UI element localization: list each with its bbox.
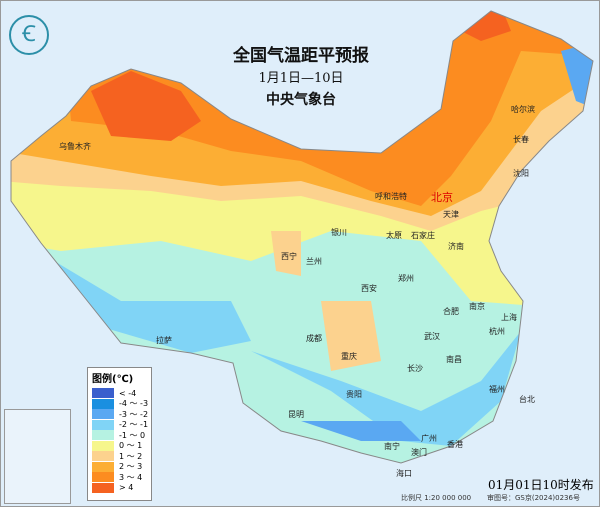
city-label: 呼和浩特 <box>375 192 407 201</box>
legend-label: 0 ～ 1 <box>119 441 143 451</box>
map-period: 1月1日—10日 <box>258 71 344 86</box>
city-label: 西安 <box>361 284 377 293</box>
legend-item: > 4 <box>92 482 151 494</box>
legend-item: 2 ～ 3 <box>92 461 151 473</box>
city-label: 太原 <box>386 231 402 240</box>
legend-item: 0 ～ 1 <box>92 440 151 452</box>
city-label: 乌鲁木齐 <box>59 142 91 151</box>
city-label: 天津 <box>443 210 459 219</box>
city-label: 贵阳 <box>346 390 362 399</box>
city-label: 长春 <box>513 135 529 144</box>
legend-swatch <box>92 482 114 493</box>
city-label: 昆明 <box>288 410 304 419</box>
legend-label: 1 ～ 2 <box>119 451 143 461</box>
map-issuer: 中央气象台 <box>266 92 336 108</box>
city-label: 北京 <box>431 191 453 204</box>
city-label: 上海 <box>501 313 517 322</box>
legend-swatch <box>92 419 114 430</box>
legend-swatch <box>92 461 114 472</box>
city-label: 兰州 <box>306 257 322 266</box>
legend-swatch <box>92 451 114 462</box>
city-label: 哈尔滨 <box>511 105 535 114</box>
legend-item: -3 ～ -2 <box>92 409 151 420</box>
city-label: 石家庄 <box>411 231 435 240</box>
legend-swatch <box>92 440 114 451</box>
city-label: 香港 <box>447 440 463 449</box>
city-label: 福州 <box>489 385 505 394</box>
legend-item: -2 ～ -1 <box>92 419 151 431</box>
city-label: 西宁 <box>281 252 297 261</box>
map-review-number: 审图号：GS京(2024)0236号 <box>487 494 580 502</box>
legend-swatch <box>92 398 114 409</box>
map-title: 全国气温距平预报 <box>233 46 369 66</box>
legend-label: -1 ～ 0 <box>119 430 146 440</box>
legend-title: 图例(℃) <box>92 374 134 385</box>
city-label: 拉萨 <box>156 336 172 345</box>
issue-time: 01月01日10时发布 <box>488 478 594 492</box>
city-label: 澳门 <box>411 448 427 457</box>
city-label: 南京 <box>469 302 485 311</box>
city-label: 济南 <box>448 242 464 251</box>
map-scale: 比例尺 1:20 000 000 <box>401 494 472 502</box>
legend-label: -2 ～ -1 <box>119 420 149 430</box>
legend-swatch <box>92 472 114 483</box>
legend-label: -3 ～ -2 <box>119 409 149 419</box>
legend-swatch <box>92 409 114 420</box>
city-label: 银川 <box>331 228 347 237</box>
legend-label: < -4 <box>119 388 137 398</box>
south-china-sea-inset <box>4 409 71 504</box>
legend-item: 1 ～ 2 <box>92 451 151 462</box>
city-label: 重庆 <box>341 352 357 361</box>
legend-swatch <box>92 430 114 441</box>
legend-item: -4 ～ -3 <box>92 398 151 410</box>
city-label: 合肥 <box>443 307 459 316</box>
legend-item: 3 ～ 4 <box>92 472 151 483</box>
city-label: 杭州 <box>489 327 505 336</box>
city-label: 台北 <box>519 395 535 404</box>
legend-label: -4 ～ -3 <box>119 399 149 409</box>
city-label: 广州 <box>421 434 437 443</box>
city-label: 成都 <box>306 334 322 343</box>
cma-logo: Ꞓ <box>9 15 49 55</box>
city-label: 南昌 <box>446 355 462 364</box>
city-label: 长沙 <box>407 364 423 373</box>
legend-label: 2 ～ 3 <box>119 462 143 472</box>
city-label: 海口 <box>396 469 412 478</box>
legend-item: -1 ～ 0 <box>92 430 151 441</box>
city-label: 郑州 <box>398 274 414 283</box>
legend-item: < -4 <box>92 388 151 399</box>
city-label: 南宁 <box>384 442 400 451</box>
city-label: 沈阳 <box>513 169 529 178</box>
city-label: 武汉 <box>424 332 440 341</box>
legend-label: > 4 <box>119 483 134 493</box>
legend-swatch <box>92 388 114 399</box>
legend-label: 3 ～ 4 <box>119 472 143 482</box>
